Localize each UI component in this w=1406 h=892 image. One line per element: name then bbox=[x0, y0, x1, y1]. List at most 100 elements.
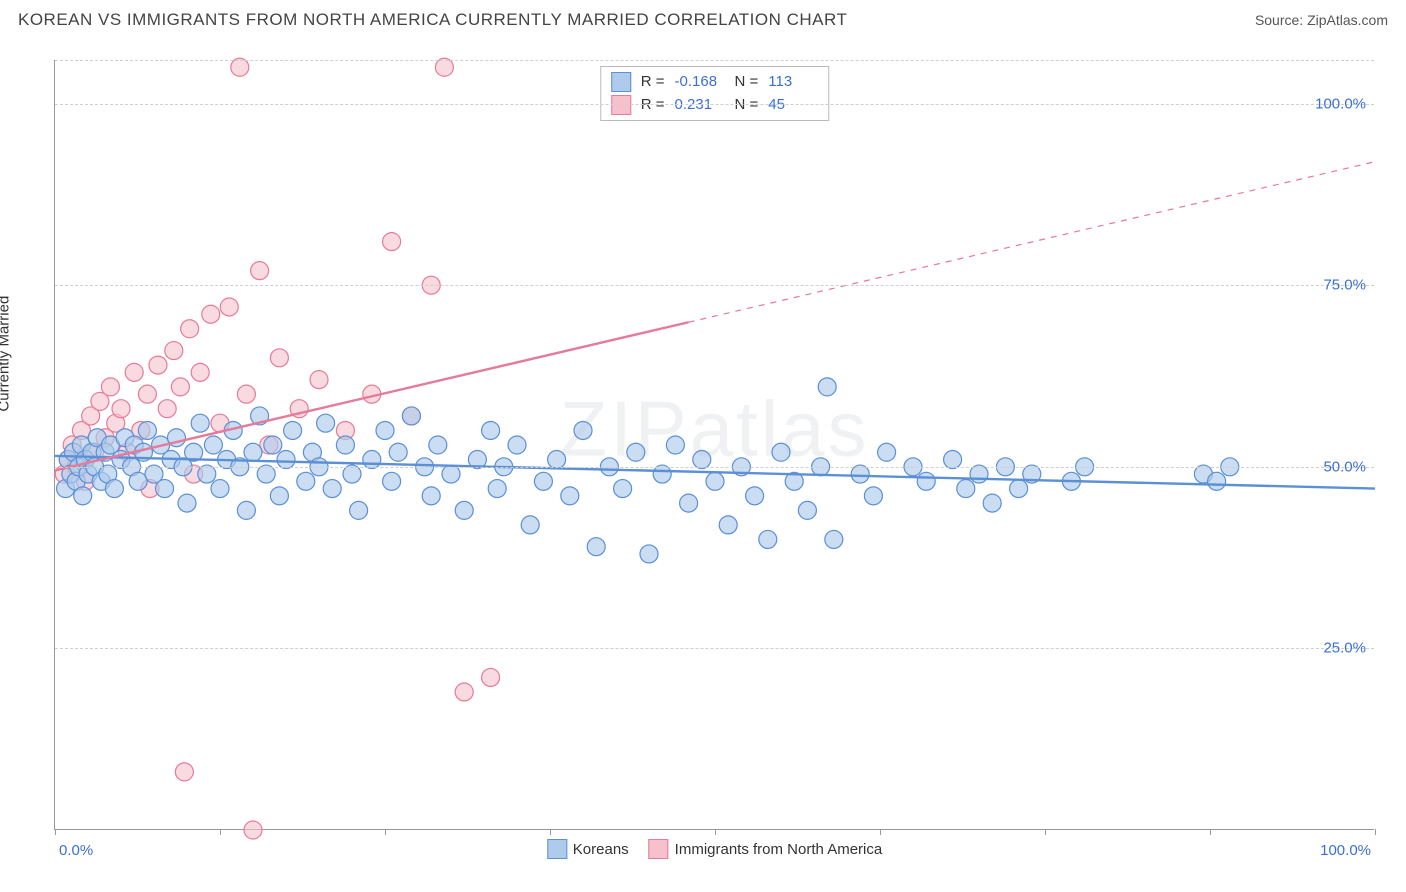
scatter-point bbox=[220, 298, 238, 316]
scatter-point bbox=[138, 421, 156, 439]
chart-area: Currently Married ZIPatlas R =-0.168N =1… bbox=[14, 40, 1392, 882]
gridline bbox=[55, 285, 1374, 286]
stats-row: R = -0.168 N = 113 bbox=[611, 71, 819, 94]
scatter-point bbox=[101, 378, 119, 396]
gridline bbox=[55, 60, 1374, 61]
correlation-stats-box: R =-0.168N =113R =0.231N =45 bbox=[600, 66, 830, 121]
scatter-point bbox=[680, 494, 698, 512]
y-tick-label: 100.0% bbox=[1315, 95, 1366, 112]
scatter-point bbox=[878, 443, 896, 461]
r-value: -0.168 bbox=[675, 71, 725, 94]
scatter-point bbox=[640, 545, 658, 563]
scatter-point bbox=[534, 472, 552, 490]
n-value: 113 bbox=[768, 71, 818, 94]
x-tick bbox=[1045, 829, 1046, 835]
scatter-point bbox=[957, 480, 975, 498]
scatter-point bbox=[719, 516, 737, 534]
x-tick bbox=[715, 829, 716, 835]
x-tick bbox=[55, 829, 56, 835]
scatter-point bbox=[818, 378, 836, 396]
scatter-point bbox=[336, 436, 354, 454]
legend-swatch bbox=[611, 95, 631, 115]
x-tick bbox=[880, 829, 881, 835]
scatter-point bbox=[508, 436, 526, 454]
y-tick-label: 75.0% bbox=[1323, 277, 1366, 294]
plot-svg bbox=[55, 60, 1374, 829]
x-tick bbox=[1210, 829, 1211, 835]
scatter-point bbox=[521, 516, 539, 534]
scatter-point bbox=[165, 342, 183, 360]
chart-header: KOREAN VS IMMIGRANTS FROM NORTH AMERICA … bbox=[0, 0, 1406, 34]
scatter-point bbox=[798, 501, 816, 519]
scatter-point bbox=[455, 683, 473, 701]
n-label: N = bbox=[735, 94, 759, 117]
scatter-point bbox=[202, 305, 220, 323]
scatter-point bbox=[402, 407, 420, 425]
scatter-point bbox=[482, 668, 500, 686]
legend-swatch bbox=[547, 839, 567, 859]
scatter-point bbox=[138, 385, 156, 403]
scatter-point bbox=[251, 262, 269, 280]
scatter-point bbox=[191, 414, 209, 432]
x-tick bbox=[1375, 829, 1376, 835]
scatter-point bbox=[156, 480, 174, 498]
scatter-point bbox=[389, 443, 407, 461]
scatter-point bbox=[1208, 472, 1226, 490]
scatter-point bbox=[297, 472, 315, 490]
scatter-point bbox=[175, 763, 193, 781]
x-tick-label: 0.0% bbox=[59, 842, 93, 859]
scatter-point bbox=[284, 421, 302, 439]
scatter-point bbox=[983, 494, 1001, 512]
r-value: 0.231 bbox=[675, 94, 725, 117]
scatter-point bbox=[746, 487, 764, 505]
x-tick bbox=[385, 829, 386, 835]
scatter-point bbox=[244, 443, 262, 461]
legend-label: Koreans bbox=[573, 841, 629, 858]
scatter-point bbox=[383, 233, 401, 251]
scatter-point bbox=[158, 400, 176, 418]
scatter-point bbox=[149, 356, 167, 374]
scatter-point bbox=[455, 501, 473, 519]
scatter-point bbox=[264, 436, 282, 454]
scatter-point bbox=[614, 480, 632, 498]
scatter-point bbox=[191, 363, 209, 381]
trend-line-dashed bbox=[689, 162, 1375, 323]
scatter-point bbox=[317, 414, 335, 432]
y-tick-label: 25.0% bbox=[1323, 640, 1366, 657]
chart-source: Source: ZipAtlas.com bbox=[1255, 12, 1388, 28]
scatter-point bbox=[587, 538, 605, 556]
legend-swatch bbox=[649, 839, 669, 859]
gridline bbox=[55, 104, 1374, 105]
scatter-point bbox=[181, 320, 199, 338]
scatter-point bbox=[171, 378, 189, 396]
scatter-point bbox=[270, 349, 288, 367]
r-label: R = bbox=[641, 71, 665, 94]
scatter-point bbox=[561, 487, 579, 505]
scatter-point bbox=[323, 480, 341, 498]
scatter-point bbox=[383, 472, 401, 490]
scatter-point bbox=[666, 436, 684, 454]
scatter-point bbox=[759, 530, 777, 548]
scatter-point bbox=[706, 472, 724, 490]
legend-item: Immigrants from North America bbox=[649, 839, 883, 859]
x-tick bbox=[550, 829, 551, 835]
scatter-point bbox=[488, 480, 506, 498]
scatter-point bbox=[422, 487, 440, 505]
y-axis-title: Currently Married bbox=[0, 296, 13, 412]
scatter-point bbox=[237, 501, 255, 519]
n-label: N = bbox=[735, 71, 759, 94]
scatter-point bbox=[270, 487, 288, 505]
scatter-point bbox=[864, 487, 882, 505]
scatter-point bbox=[244, 821, 262, 839]
plot-region: ZIPatlas R =-0.168N =113R =0.231N =45 Ko… bbox=[54, 60, 1374, 830]
legend: Koreans Immigrants from North America bbox=[547, 839, 882, 859]
scatter-point bbox=[204, 436, 222, 454]
scatter-point bbox=[350, 501, 368, 519]
scatter-point bbox=[1010, 480, 1028, 498]
scatter-point bbox=[376, 421, 394, 439]
scatter-point bbox=[772, 443, 790, 461]
scatter-point bbox=[125, 363, 143, 381]
scatter-point bbox=[74, 487, 92, 505]
stats-row: R =0.231N =45 bbox=[611, 94, 819, 117]
y-tick-label: 50.0% bbox=[1323, 458, 1366, 475]
